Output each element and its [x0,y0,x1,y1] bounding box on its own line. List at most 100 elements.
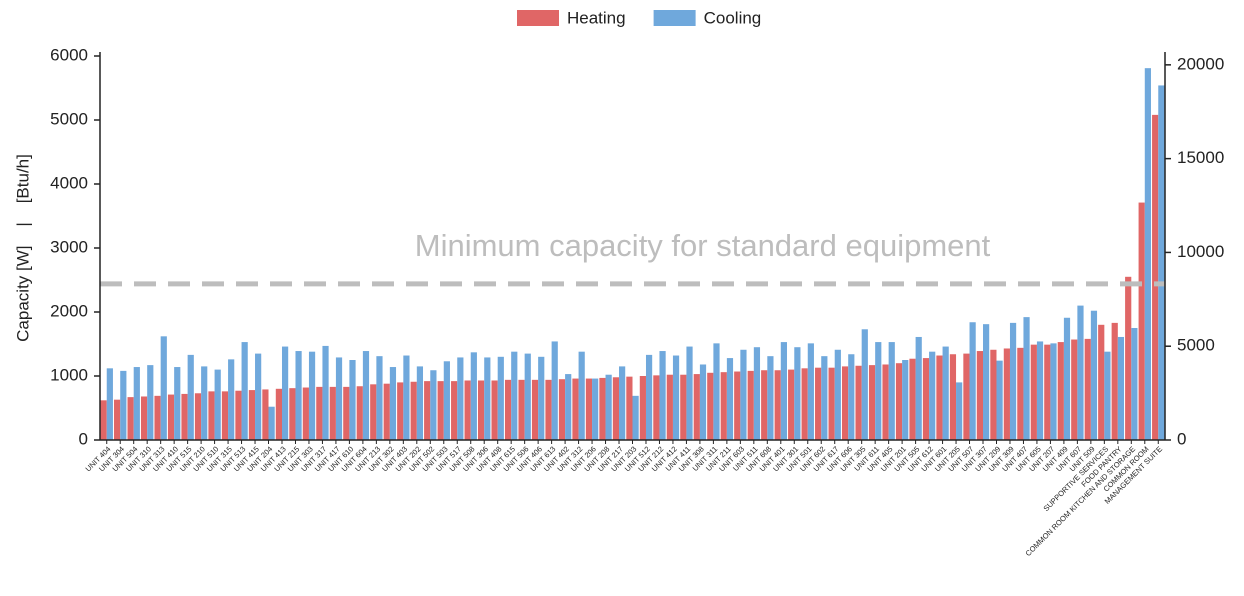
bar [1090,310,1098,440]
bar [228,359,235,440]
bar [956,382,963,440]
bar [619,366,626,440]
bar [1152,114,1159,440]
y2-tick-label: 0 [1177,429,1186,448]
bar [1158,85,1165,440]
bar [403,355,410,440]
bar [262,389,269,440]
bar [848,354,855,440]
bar [626,376,633,440]
bar [565,374,572,440]
bar [632,395,639,440]
bar [389,367,397,440]
bar [605,374,612,440]
bar [599,377,606,440]
y2-tick-label: 15000 [1177,148,1224,167]
bar [208,391,215,440]
bar [302,387,309,440]
bar [788,369,795,440]
bar [120,370,127,440]
bar [990,349,997,440]
bar [841,366,849,440]
bar [235,390,242,440]
bar [511,351,518,440]
bar [275,388,282,440]
bar [828,367,835,440]
bar [335,357,343,440]
bar [1030,344,1037,440]
bar [464,380,471,440]
bar [322,345,329,440]
bar [349,360,356,440]
bar [1017,347,1024,440]
bar [585,378,593,440]
bar [281,346,289,440]
y-tick-label: 0 [79,429,88,448]
bar [518,379,525,440]
bar [821,356,828,440]
bar [1104,351,1111,440]
bar [963,353,970,440]
bar [1098,324,1105,440]
bar [370,384,377,440]
bar [653,375,660,440]
bar [888,342,895,440]
bar [451,381,458,440]
bar [834,349,841,440]
y-tick-label: 6000 [50,45,88,64]
bar [160,336,167,440]
bar [861,329,868,440]
legend-swatch [653,10,696,26]
bar [645,354,653,440]
bar [383,383,390,440]
y2-tick-label: 20000 [1177,54,1224,73]
bar [753,347,761,440]
bar [1003,348,1010,440]
bar [100,400,107,440]
bar [807,343,814,440]
bar [221,391,229,440]
bar [167,394,175,440]
bar [114,399,121,440]
bar [457,357,464,440]
bar [686,346,693,440]
bar [1144,68,1151,440]
bar [1057,342,1064,440]
y-tick-label: 4000 [50,173,88,192]
bar [868,365,876,440]
bar [942,346,949,440]
bar [936,355,943,440]
bar [524,353,531,440]
bar [699,364,707,440]
bar [356,386,363,440]
bar [538,356,545,440]
bar [376,356,383,440]
bar [1036,341,1044,440]
bar [187,354,194,440]
bar [241,342,248,440]
bar [949,354,957,440]
bar [713,343,720,440]
bar [740,349,747,440]
bar [343,386,350,440]
bar [1050,343,1057,440]
bar [882,364,889,440]
bar [248,390,256,440]
bar [214,369,221,440]
bar [410,381,417,440]
bar [289,388,296,440]
bar [106,368,113,440]
bar [794,347,801,440]
bar [774,370,781,440]
bar [909,358,916,440]
bar [478,380,485,440]
y-tick-label: 3000 [50,237,88,256]
bar [612,377,620,440]
bar [720,372,727,440]
bar [491,380,498,440]
bar [915,336,922,440]
legend-label: Cooling [704,8,762,27]
bar [1071,339,1078,440]
bar [693,374,700,440]
bar [996,360,1003,440]
